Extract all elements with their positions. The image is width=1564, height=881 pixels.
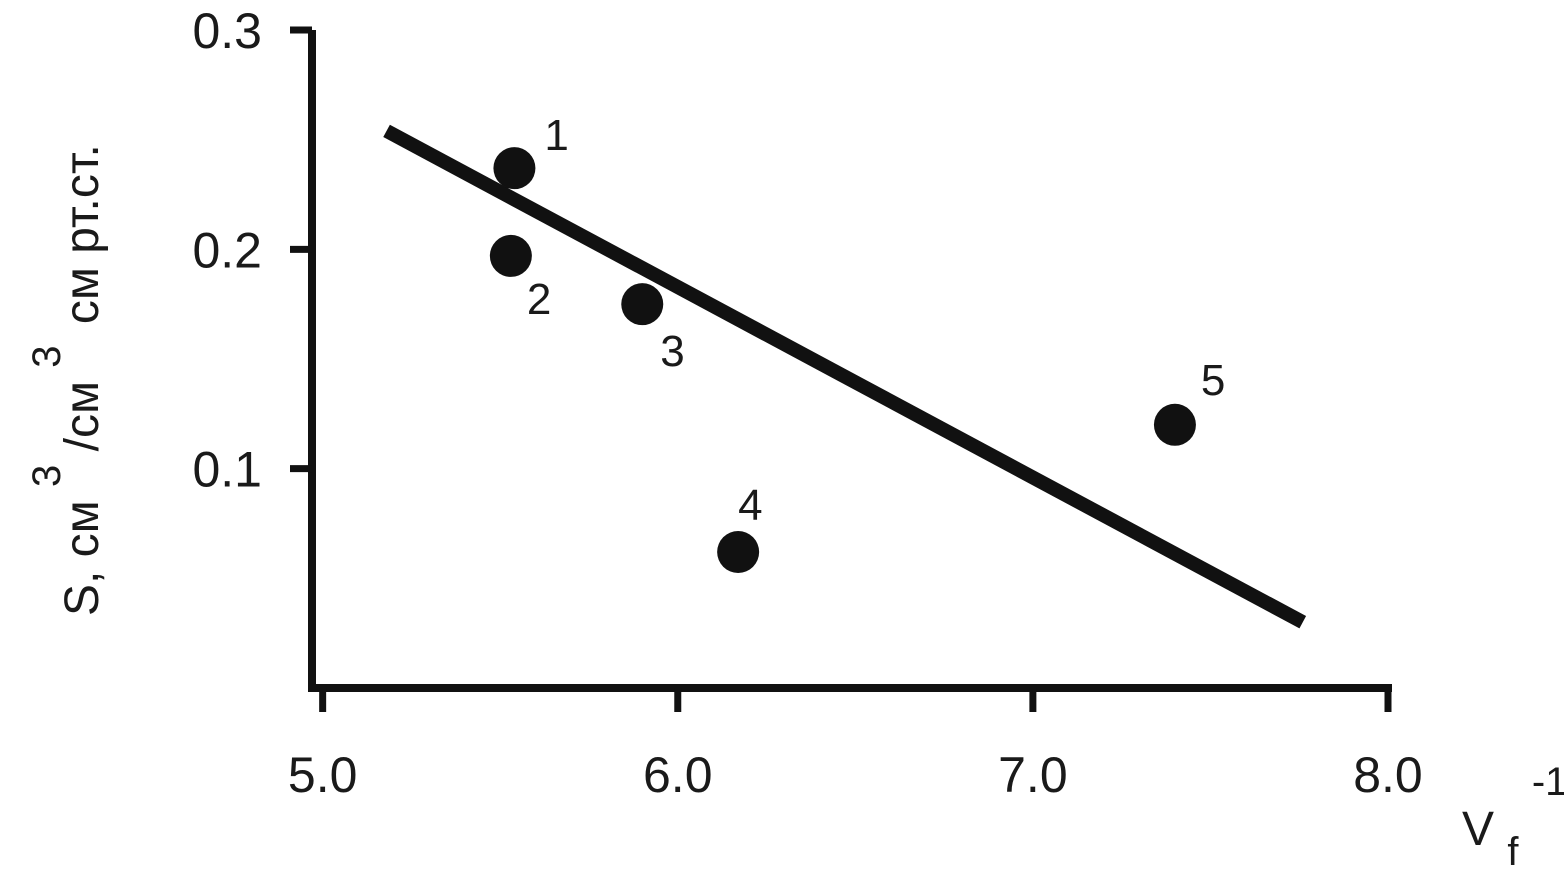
- trendline: [383, 124, 1307, 629]
- point-label: 1: [544, 111, 568, 160]
- point-label: 5: [1201, 356, 1225, 405]
- data-point: [489, 234, 532, 277]
- data-point: [1153, 403, 1196, 446]
- point-label: 3: [660, 327, 684, 376]
- tick-labels: 5.0 6.0 7.0 8.0 0.1 0.2 0.3: [192, 3, 1422, 803]
- x-tick-label: 8.0: [1353, 747, 1423, 803]
- x-axis-label-superscript: -1: [1532, 760, 1564, 804]
- y-axis-label-sup2: 3: [25, 345, 69, 367]
- trendline-group: [383, 124, 1307, 629]
- point-label: 4: [738, 481, 762, 530]
- axes: [290, 26, 1392, 712]
- point-label: 2: [527, 275, 551, 324]
- y-tick-label: 0.1: [192, 442, 262, 498]
- y-axis-label-part1: S, см: [56, 500, 109, 616]
- data-points: 1 2 3 4 5: [489, 111, 1225, 574]
- y-axis-label-part3: см рт.ст.: [56, 144, 109, 324]
- x-tick-label: 5.0: [288, 747, 358, 803]
- y-axis-label-sup1: 3: [25, 465, 69, 487]
- x-tick-label: 6.0: [643, 747, 713, 803]
- x-axis-label: V f -1: [1462, 760, 1564, 876]
- x-tick-label: 7.0: [998, 747, 1068, 803]
- y-tick-label: 0.2: [192, 222, 262, 278]
- y-axis-label-group: S, см 3 /см 3 см рт.ст.: [18, 144, 109, 616]
- data-point: [493, 147, 536, 190]
- data-point: [717, 531, 760, 574]
- y-axis-label-part2: /см: [56, 381, 109, 451]
- data-point: [621, 283, 664, 326]
- y-axis-label: S, см 3 /см 3 см рт.ст.: [18, 144, 109, 616]
- x-axis-label-main: V: [1462, 803, 1494, 856]
- y-tick-label: 0.3: [192, 3, 262, 59]
- x-axis-label-subscript: f: [1507, 830, 1519, 874]
